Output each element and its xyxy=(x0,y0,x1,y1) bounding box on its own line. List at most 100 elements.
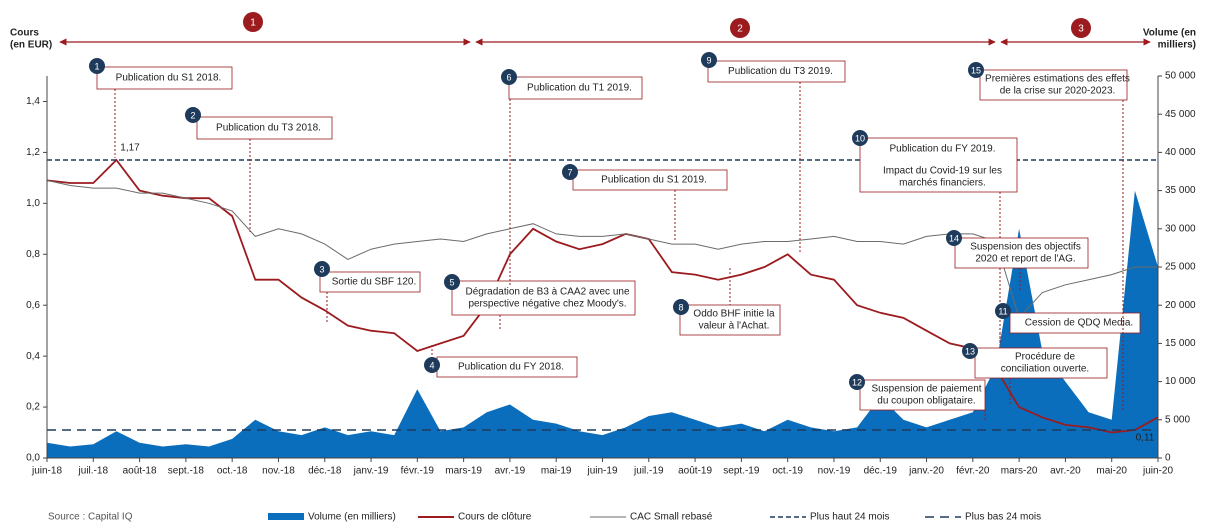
x-tick-label: févr.-20 xyxy=(956,466,990,477)
x-tick-label: mai-19 xyxy=(541,466,572,477)
event-text: Publication du FY 2019. xyxy=(889,144,995,155)
event-number: 9 xyxy=(706,55,711,65)
y2-tick-label: 35 000 xyxy=(1165,185,1196,196)
x-tick-label: mai-20 xyxy=(1096,466,1127,477)
event-number: 11 xyxy=(998,306,1007,316)
event-box xyxy=(319,271,421,293)
event-box xyxy=(451,280,636,316)
event-box xyxy=(96,66,233,90)
y-tick-label: 0,0 xyxy=(26,453,40,464)
x-tick-label: janv.-19 xyxy=(353,466,389,477)
event-badge xyxy=(701,52,717,68)
y2-tick-label: 0 xyxy=(1165,453,1171,464)
event-text: Publication du FY 2018. xyxy=(458,362,564,373)
y2-tick-label: 40 000 xyxy=(1165,147,1196,158)
event-badge xyxy=(849,374,865,390)
event-text: Publication du T1 2019. xyxy=(527,83,632,94)
event-box xyxy=(974,347,1108,379)
event-text: Cession de QDQ Media. xyxy=(1025,318,1133,329)
event-text: Suspension des objectifs xyxy=(970,242,1081,253)
y2-tick-label: 45 000 xyxy=(1165,109,1196,120)
event-text: Premières estimations des effets xyxy=(985,74,1130,85)
event-number: 4 xyxy=(429,360,434,370)
phase-badge xyxy=(1071,18,1091,38)
x-tick-label: sept.-19 xyxy=(723,466,760,477)
x-tick-label: nov.-18 xyxy=(262,466,295,477)
phase-badge xyxy=(243,12,263,32)
event-number: 7 xyxy=(567,167,572,177)
event-text: du coupon obligataire. xyxy=(877,396,975,407)
event-text: perspective négative chez Moody's. xyxy=(468,299,626,310)
y-tick-label: 1,4 xyxy=(26,96,40,107)
event-text: Impact du Covid-19 sur les xyxy=(883,166,1002,177)
phase-number: 3 xyxy=(1078,24,1084,35)
event-number: 10 xyxy=(855,133,865,143)
reference-label: 0,11 xyxy=(1136,433,1155,444)
event-badge xyxy=(562,164,578,180)
y-tick-label: 0,8 xyxy=(26,249,40,260)
y-axis-label: Cours xyxy=(10,28,39,39)
legend-label: Volume (en milliers) xyxy=(308,512,396,523)
y-axis-label: (en EUR) xyxy=(10,40,52,51)
event-badge xyxy=(673,299,689,315)
event-number: 1 xyxy=(94,61,99,71)
y2-tick-label: 5 000 xyxy=(1165,414,1190,425)
event-box xyxy=(859,137,1018,193)
x-tick-label: juin-19 xyxy=(586,466,617,477)
event-number: 5 xyxy=(449,277,454,287)
event-number: 12 xyxy=(852,377,862,387)
event-text: Oddo BHF initie la xyxy=(693,309,775,320)
x-tick-label: juil.-19 xyxy=(633,466,664,477)
event-text: 2020 et report de l'AG. xyxy=(975,254,1075,265)
event-number: 8 xyxy=(678,302,683,312)
event-text: Sortie du SBF 120. xyxy=(332,277,417,288)
x-tick-label: avr.-19 xyxy=(495,466,526,477)
x-tick-label: juin-20 xyxy=(1142,466,1173,477)
event-badge xyxy=(314,261,330,277)
x-tick-label: avr.-20 xyxy=(1050,466,1081,477)
event-box xyxy=(707,60,846,83)
event-text: Publication du T3 2019. xyxy=(728,66,833,77)
event-text: marchés financiers. xyxy=(899,178,986,189)
legend-label: Cours de clôture xyxy=(458,512,532,523)
x-tick-label: mars-20 xyxy=(1001,466,1038,477)
event-box xyxy=(679,304,781,336)
source: Source : Capital IQ xyxy=(48,512,133,523)
legend-label: CAC Small rebasé xyxy=(630,512,713,523)
y-tick-label: 0,6 xyxy=(26,300,40,311)
event-box xyxy=(859,379,986,411)
event-box xyxy=(954,237,1089,269)
x-tick-label: déc.-19 xyxy=(864,466,898,477)
event-badge xyxy=(968,62,984,78)
legend-label: Plus bas 24 mois xyxy=(965,512,1041,523)
event-badge xyxy=(424,357,440,373)
legend-label: Plus haut 24 mois xyxy=(810,512,890,523)
event-text: Procédure de xyxy=(1015,352,1075,363)
x-tick-label: août-19 xyxy=(678,466,712,477)
y2-axis-label: Volume (en xyxy=(1143,28,1196,39)
x-tick-label: janv.-20 xyxy=(908,466,944,477)
event-number: 13 xyxy=(965,346,975,356)
event-box xyxy=(572,169,728,191)
event-text: Dégradation de B3 à CAA2 avec une xyxy=(466,287,630,298)
y-tick-label: 0,2 xyxy=(26,402,40,413)
event-number: 3 xyxy=(319,264,324,274)
series-line xyxy=(46,179,1158,319)
volume-area xyxy=(47,190,1158,458)
event-badge xyxy=(995,303,1011,319)
y2-tick-label: 15 000 xyxy=(1165,338,1196,349)
event-text: Suspension de paiement xyxy=(871,384,981,395)
event-badge xyxy=(852,130,868,146)
event-text: conciliation ouverte. xyxy=(1001,364,1089,375)
y-tick-label: 1,0 xyxy=(26,198,40,209)
x-tick-label: oct.-18 xyxy=(217,466,248,477)
event-box xyxy=(979,69,1128,101)
legend-swatch xyxy=(268,513,304,520)
event-badge xyxy=(946,230,962,246)
phase-number: 2 xyxy=(737,24,743,35)
y-tick-label: 0,4 xyxy=(26,351,40,362)
x-tick-label: déc.-18 xyxy=(308,466,342,477)
phase-number: 1 xyxy=(250,18,256,29)
event-text: de la crise sur 2020-2023. xyxy=(1000,86,1116,97)
x-tick-label: août-18 xyxy=(123,466,157,477)
